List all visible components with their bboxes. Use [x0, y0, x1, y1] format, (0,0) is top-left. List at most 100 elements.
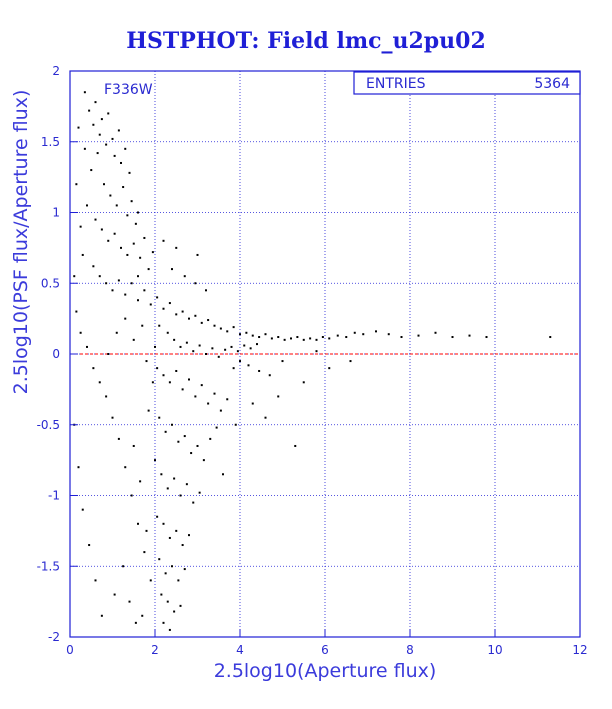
- data-point: [198, 344, 201, 347]
- data-point: [209, 437, 212, 440]
- data-point: [194, 282, 197, 285]
- data-point: [105, 395, 108, 398]
- data-point: [134, 222, 137, 225]
- data-point: [302, 338, 305, 341]
- data-point: [245, 331, 248, 334]
- data-point: [113, 232, 116, 235]
- data-point: [103, 183, 105, 186]
- data-point: [92, 367, 95, 370]
- x-tick-label: 0: [66, 643, 74, 657]
- data-point: [196, 253, 199, 256]
- data-point: [88, 544, 91, 547]
- data-point: [171, 423, 173, 426]
- data-point: [173, 477, 176, 480]
- y-tick-label: 0: [52, 347, 60, 361]
- data-point: [166, 487, 169, 490]
- stats-box: ENTRIES 5364: [353, 71, 581, 95]
- data-point: [328, 337, 331, 340]
- data-point: [128, 171, 131, 174]
- data-point: [164, 572, 167, 575]
- x-tick-label: 12: [572, 643, 587, 657]
- data-point: [194, 395, 197, 398]
- data-point: [115, 204, 118, 207]
- data-point: [124, 466, 127, 469]
- data-point: [302, 381, 305, 384]
- data-point: [120, 161, 122, 164]
- data-point: [264, 416, 267, 419]
- data-point: [132, 338, 135, 341]
- data-point: [190, 452, 193, 455]
- data-point: [239, 360, 241, 363]
- data-point: [117, 129, 120, 132]
- data-point: [162, 621, 165, 624]
- data-point: [175, 369, 178, 372]
- data-point: [151, 251, 154, 254]
- x-tick-label: 2: [151, 643, 159, 657]
- data-point: [173, 338, 176, 341]
- data-point: [258, 369, 261, 372]
- data-point: [113, 154, 116, 157]
- data-point: [81, 508, 84, 511]
- data-point: [107, 112, 110, 115]
- data-point: [226, 330, 229, 333]
- data-point: [222, 473, 224, 476]
- data-point: [149, 303, 152, 306]
- data-point: [207, 402, 210, 405]
- data-point: [111, 137, 114, 140]
- data-point: [83, 147, 86, 150]
- y-tick-label: 1.5: [41, 135, 60, 149]
- data-point: [107, 353, 110, 355]
- data-point: [134, 621, 137, 624]
- data-point: [128, 600, 131, 603]
- data-point: [200, 321, 203, 324]
- data-point: [107, 239, 110, 242]
- data-point: [219, 327, 222, 330]
- data-point: [137, 299, 139, 302]
- data-point: [92, 265, 95, 268]
- data-point: [132, 242, 135, 245]
- data-point: [130, 200, 133, 203]
- data-point: [268, 374, 271, 377]
- y-tick-label: -2: [48, 630, 60, 644]
- data-point: [147, 409, 150, 412]
- data-point: [162, 239, 165, 242]
- stats-label: ENTRIES: [366, 76, 426, 92]
- data-point: [175, 246, 178, 249]
- data-point: [207, 319, 210, 322]
- data-point: [256, 343, 258, 346]
- data-point: [309, 337, 312, 340]
- data-point: [92, 123, 95, 126]
- data-point: [100, 118, 103, 121]
- data-point: [202, 459, 205, 462]
- data-point: [130, 282, 133, 285]
- data-point: [315, 338, 318, 341]
- data-point: [162, 307, 165, 310]
- data-point: [387, 333, 390, 336]
- data-point: [94, 101, 97, 104]
- data-point: [230, 345, 233, 348]
- data-point: [175, 313, 178, 316]
- data-point: [196, 444, 199, 447]
- data-point: [249, 347, 252, 350]
- data-point: [349, 360, 352, 363]
- data-point: [200, 384, 203, 387]
- data-point: [122, 186, 125, 189]
- data-point: [188, 534, 190, 537]
- data-point: [100, 228, 103, 231]
- data-point: [224, 348, 227, 351]
- data-point: [77, 126, 80, 129]
- data-point: [160, 473, 163, 476]
- data-point: [90, 169, 93, 172]
- data-point: [226, 398, 229, 401]
- data-points: [73, 91, 552, 631]
- data-point: [258, 336, 261, 339]
- data-point: [188, 317, 190, 320]
- y-axis-label: 2.5log10(PSF flux/Aperture flux): [10, 90, 32, 395]
- data-point: [166, 331, 169, 334]
- data-point: [149, 579, 152, 582]
- data-point: [145, 529, 148, 532]
- data-point: [177, 579, 180, 582]
- data-point: [188, 378, 190, 381]
- data-point: [73, 275, 76, 278]
